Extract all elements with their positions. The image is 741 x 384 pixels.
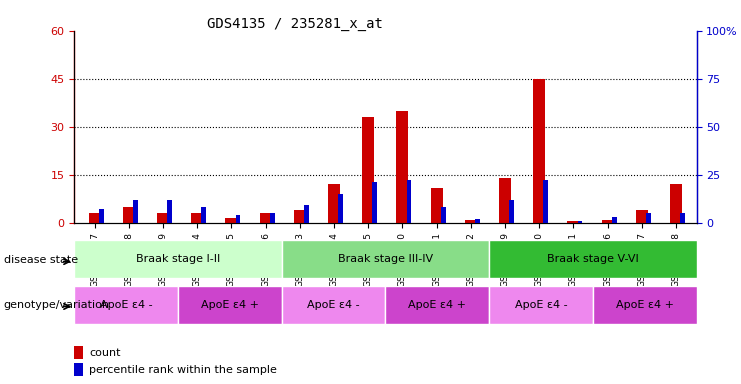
Bar <box>441 207 445 223</box>
Text: ApoE ε4 +: ApoE ε4 + <box>201 300 259 310</box>
Bar <box>74 240 282 278</box>
Bar <box>407 180 411 223</box>
Bar <box>577 221 582 223</box>
Bar <box>99 209 104 223</box>
Bar <box>499 178 511 223</box>
Bar <box>509 200 514 223</box>
Text: Braak stage I-II: Braak stage I-II <box>136 254 220 264</box>
Bar <box>489 286 593 324</box>
Bar <box>431 187 442 223</box>
Bar <box>534 79 545 223</box>
Bar <box>74 346 84 359</box>
Bar <box>636 210 648 223</box>
Bar <box>74 286 178 324</box>
Bar <box>157 213 169 223</box>
Bar <box>680 213 685 223</box>
Bar <box>338 194 343 223</box>
Bar <box>294 210 306 223</box>
Bar <box>167 200 172 223</box>
Bar <box>282 240 489 278</box>
Bar <box>543 180 548 223</box>
Text: GDS4135 / 235281_x_at: GDS4135 / 235281_x_at <box>207 17 383 31</box>
Bar <box>191 213 203 223</box>
Bar <box>74 363 84 376</box>
Bar <box>282 286 385 324</box>
Text: ApoE ε4 +: ApoE ε4 + <box>616 300 674 310</box>
Bar <box>612 217 617 223</box>
Bar <box>236 215 240 223</box>
Bar <box>489 240 697 278</box>
Bar <box>328 184 340 223</box>
Text: genotype/variation: genotype/variation <box>4 300 110 310</box>
Bar <box>568 221 579 223</box>
Bar <box>362 117 374 223</box>
Bar <box>646 213 651 223</box>
Bar <box>593 286 697 324</box>
Bar <box>670 184 682 223</box>
Text: ApoE ε4 -: ApoE ε4 - <box>99 300 153 310</box>
Bar <box>475 219 479 223</box>
Text: percentile rank within the sample: percentile rank within the sample <box>89 365 277 375</box>
Text: disease state: disease state <box>4 255 78 265</box>
Text: ApoE ε4 +: ApoE ε4 + <box>408 300 466 310</box>
Text: ApoE ε4 -: ApoE ε4 - <box>514 300 568 310</box>
Text: Braak stage III-IV: Braak stage III-IV <box>338 254 433 264</box>
Bar <box>225 218 237 223</box>
Bar <box>202 207 206 223</box>
Text: count: count <box>89 348 121 358</box>
Bar <box>270 213 275 223</box>
Bar <box>123 207 135 223</box>
Text: Braak stage V-VI: Braak stage V-VI <box>547 254 639 264</box>
Bar <box>304 205 309 223</box>
Bar <box>259 213 272 223</box>
Bar <box>373 182 377 223</box>
Bar <box>133 200 138 223</box>
Bar <box>385 286 489 324</box>
Bar <box>465 220 476 223</box>
Bar <box>602 220 614 223</box>
Bar <box>396 111 408 223</box>
Bar <box>89 213 101 223</box>
Text: ApoE ε4 -: ApoE ε4 - <box>307 300 360 310</box>
Bar <box>178 286 282 324</box>
